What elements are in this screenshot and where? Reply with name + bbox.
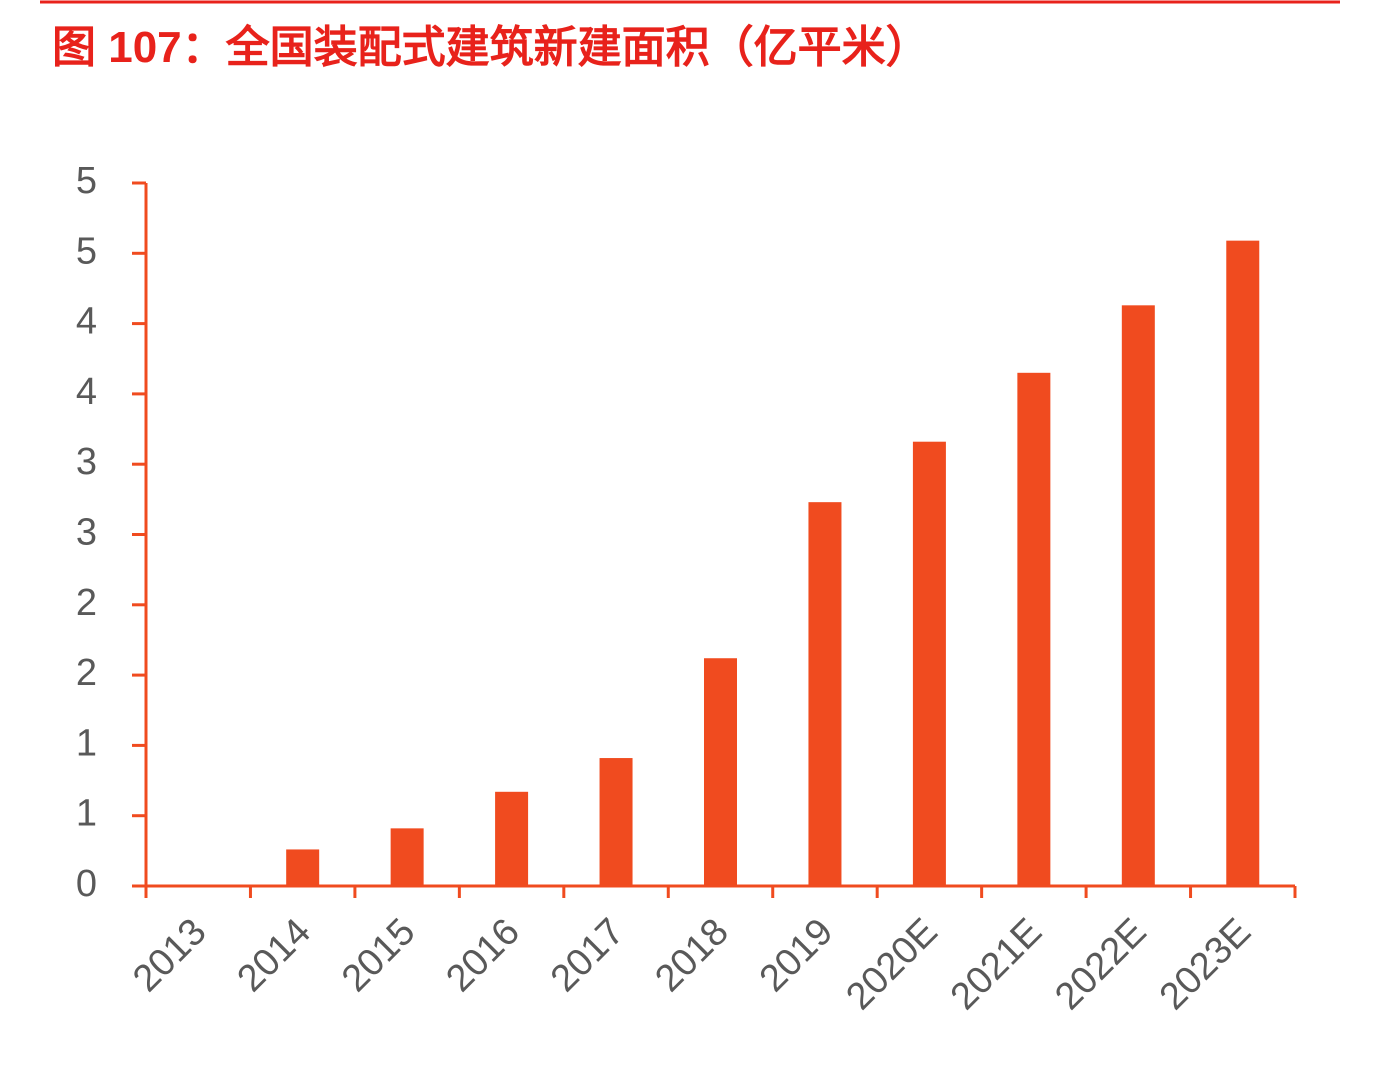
x-tick-label: 2023E xyxy=(1152,911,1259,1018)
bar xyxy=(599,758,633,886)
x-tick-label: 2017 xyxy=(543,911,632,1000)
x-tick-label: 2020E xyxy=(838,911,945,1018)
x-tick-label: 2013 xyxy=(125,911,214,1000)
y-tick-label: 4 xyxy=(76,371,97,413)
y-tick-label: 1 xyxy=(76,793,97,835)
bar xyxy=(808,502,842,886)
y-tick-label: 2 xyxy=(76,652,97,694)
x-tick-label: 2014 xyxy=(230,911,319,1000)
x-tick-label: 2015 xyxy=(334,911,423,1000)
x-tick-label: 2016 xyxy=(438,911,527,1000)
chart-title: 图 107：全国装配式建筑新建面积（亿平米） xyxy=(52,22,930,72)
bar xyxy=(1017,372,1051,886)
y-tick-label: 3 xyxy=(76,441,97,483)
y-tick-label: 0 xyxy=(76,863,97,905)
y-tick-label: 4 xyxy=(76,301,97,343)
x-tick-label: 2018 xyxy=(647,911,736,1000)
x-tick-label: 2019 xyxy=(752,911,841,1000)
y-tick-label: 3 xyxy=(76,512,97,554)
bar xyxy=(704,658,737,886)
y-tick-label: 5 xyxy=(76,160,97,202)
bar xyxy=(1121,305,1155,886)
bar xyxy=(495,791,529,886)
bar xyxy=(1226,240,1260,886)
bar xyxy=(912,441,946,886)
y-tick-label: 5 xyxy=(76,230,97,272)
y-tick-label: 1 xyxy=(76,722,97,764)
bar xyxy=(286,849,320,886)
x-tick-label: 2022E xyxy=(1047,911,1154,1018)
y-tick-label: 2 xyxy=(76,582,97,624)
x-tick-label: 2021E xyxy=(943,911,1050,1018)
bar xyxy=(390,828,424,886)
